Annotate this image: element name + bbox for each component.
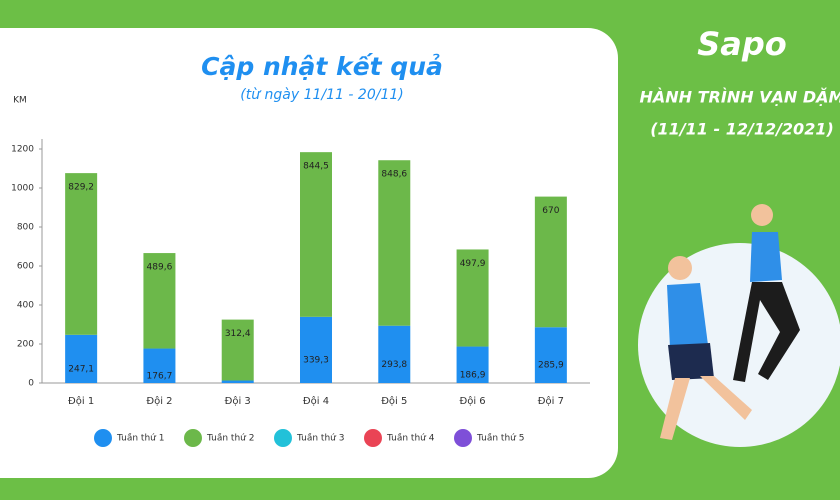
bar-segment (456, 346, 489, 383)
data-label: 293,8 (381, 360, 407, 370)
x-tick-label: Đội 4 (303, 395, 329, 407)
data-label: 312,4 (225, 329, 251, 339)
x-tick-label: Đội 1 (68, 395, 94, 407)
bar-segment (378, 325, 411, 383)
bar-segment (143, 348, 176, 383)
bar-segment (300, 316, 332, 383)
bar-segment (456, 249, 489, 347)
data-label: 176,7 (147, 371, 173, 381)
x-tick-label: Đội 6 (459, 395, 485, 407)
bar-segment (300, 152, 332, 317)
y-tick-label: 200 (17, 340, 34, 350)
x-tick-label: Đội 2 (146, 395, 172, 407)
chart-title: Cập nhật kết quả (201, 52, 443, 81)
legend-swatch (94, 429, 112, 447)
bar-segment (65, 173, 98, 335)
legend-label: Tuần thứ 2 (206, 433, 254, 444)
runner-shirt (667, 283, 708, 348)
x-tick-label: Đội 7 (538, 395, 564, 407)
bar-segment (143, 253, 176, 349)
runner-shorts (668, 343, 714, 380)
runner-head (751, 204, 773, 226)
legend-label: Tuần thứ 1 (116, 433, 164, 444)
y-tick-label: 1000 (11, 184, 34, 194)
legend-label: Tuần thứ 3 (296, 433, 344, 444)
y-tick-label: 800 (17, 223, 34, 233)
runner-legs (733, 282, 800, 382)
data-label: 339,3 (303, 355, 329, 365)
bar-segment (378, 160, 411, 326)
legend-swatch (184, 429, 202, 447)
x-tick-label: Đội 3 (225, 395, 251, 407)
data-label: 285,9 (538, 361, 564, 371)
legend-label: Tuần thứ 4 (386, 433, 435, 444)
legend-swatch (274, 429, 292, 447)
data-label: 848,6 (381, 170, 407, 180)
runner-shirt (750, 232, 782, 282)
data-label: 489,6 (147, 263, 173, 273)
chart-subtitle: (từ ngày 11/11 - 20/11) (240, 87, 403, 103)
y-tick-label: 400 (17, 301, 34, 311)
data-label: 186,9 (460, 370, 486, 380)
data-label: 670 (542, 206, 559, 216)
y-tick-label: 0 (28, 379, 34, 389)
runner-legs (660, 376, 752, 440)
legend-label: Tuần thứ 5 (476, 433, 524, 444)
bar-segment (534, 327, 567, 383)
bar-segment (221, 380, 254, 383)
data-label: 829,2 (68, 183, 94, 193)
bar-segment (534, 196, 567, 328)
y-axis-label: KM (13, 96, 27, 106)
y-tick-label: 1200 (11, 145, 34, 155)
legend-swatch (364, 429, 382, 447)
brand-dates: (11/11 - 12/12/2021) (650, 120, 834, 139)
runner-head (668, 256, 692, 280)
runners-illustration (638, 204, 840, 447)
data-label: 247,1 (68, 364, 94, 374)
bar-segment (65, 334, 98, 383)
data-label: 497,9 (460, 259, 486, 269)
brand-logo: Sapo (697, 25, 787, 63)
legend-swatch (454, 429, 472, 447)
y-tick-label: 600 (17, 262, 34, 272)
data-label: 844,5 (303, 162, 329, 172)
bar-segment (221, 319, 254, 381)
brand-headline: HÀNH TRÌNH VẠN DẶM (640, 87, 840, 107)
x-tick-label: Đội 5 (381, 395, 407, 407)
